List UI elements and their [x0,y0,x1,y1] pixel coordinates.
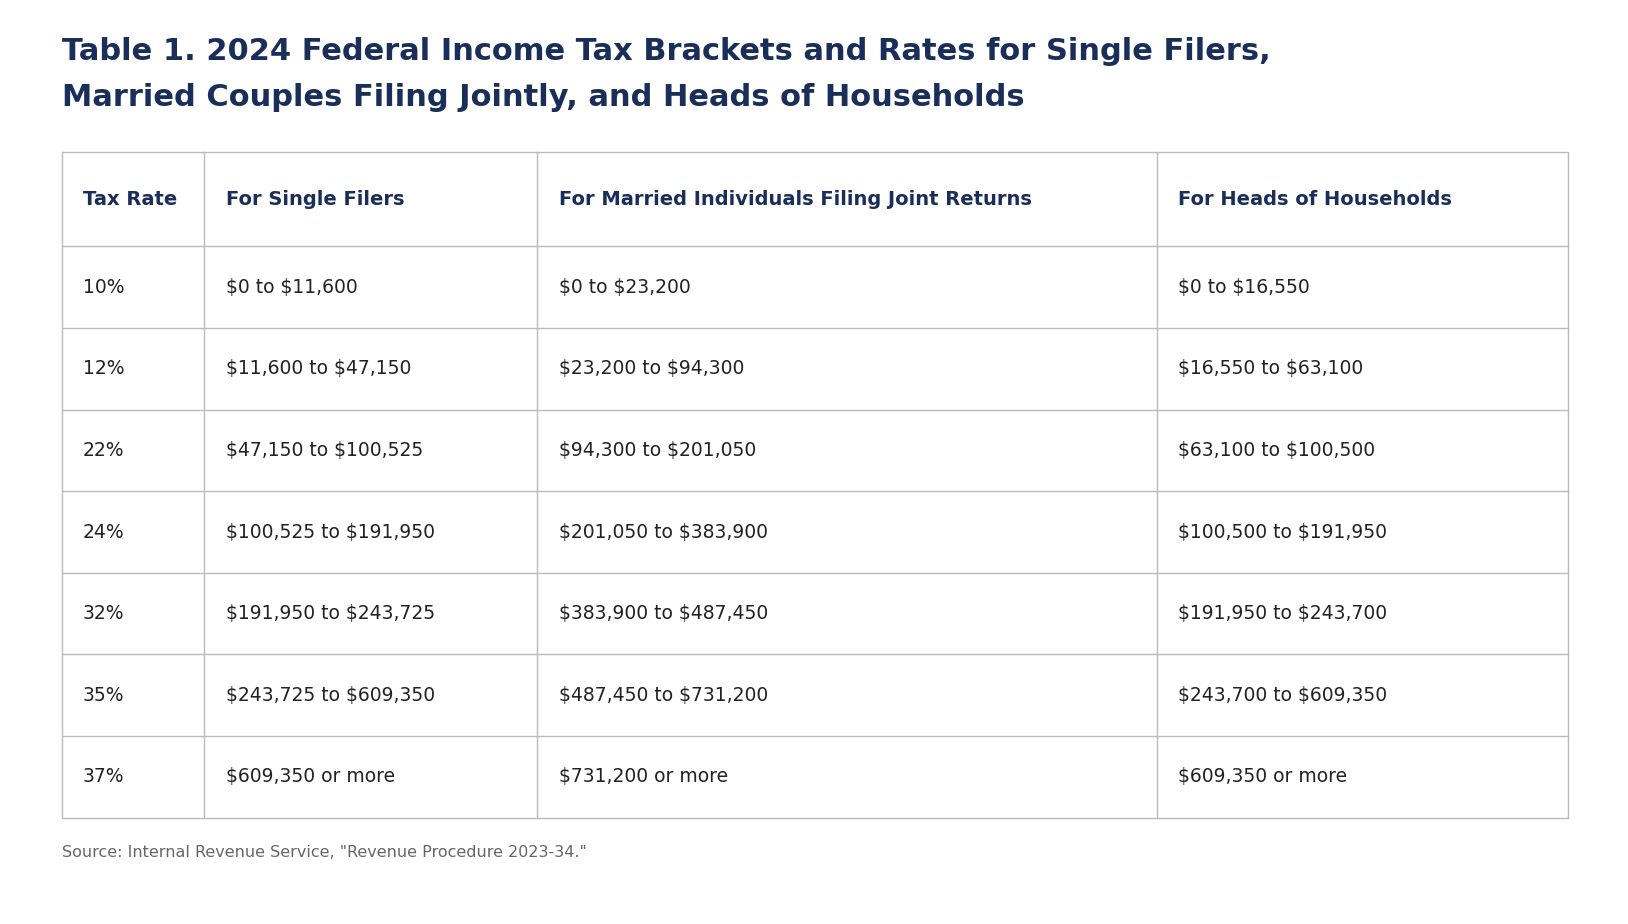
Text: 12%: 12% [83,359,124,378]
Text: \$16,550 to \$63,100: \$16,550 to \$63,100 [1179,359,1364,378]
Text: \$63,100 to \$100,500: \$63,100 to \$100,500 [1179,441,1376,460]
Text: 37%: 37% [83,768,124,786]
Text: 10%: 10% [83,277,124,297]
Text: \$100,500 to \$191,950: \$100,500 to \$191,950 [1179,523,1387,541]
Text: \$0 to \$16,550: \$0 to \$16,550 [1179,277,1311,297]
Text: 35%: 35% [83,686,124,705]
Text: \$191,950 to \$243,700: \$191,950 to \$243,700 [1179,604,1387,623]
Text: 22%: 22% [83,441,124,460]
Text: \$11,600 to \$47,150: \$11,600 to \$47,150 [226,359,410,378]
Text: \$609,350 or more: \$609,350 or more [226,768,394,786]
Text: \$0 to \$11,600: \$0 to \$11,600 [226,277,357,297]
Text: \$23,200 to \$94,300: \$23,200 to \$94,300 [558,359,744,378]
Text: \$383,900 to \$487,450: \$383,900 to \$487,450 [558,604,768,623]
Text: 32%: 32% [83,604,124,623]
Text: Source: Internal Revenue Service, "Revenue Procedure 2023-34.": Source: Internal Revenue Service, "Reven… [62,845,586,860]
Text: \$191,950 to \$243,725: \$191,950 to \$243,725 [226,604,435,623]
Text: \$609,350 or more: \$609,350 or more [1179,768,1348,786]
Text: \$94,300 to \$201,050: \$94,300 to \$201,050 [558,441,755,460]
Text: \$243,700 to \$609,350: \$243,700 to \$609,350 [1179,686,1387,705]
Text: For Married Individuals Filing Joint Returns: For Married Individuals Filing Joint Ret… [558,190,1032,209]
Text: 24%: 24% [83,523,125,541]
Text: \$47,150 to \$100,525: \$47,150 to \$100,525 [226,441,423,460]
Text: For Heads of Households: For Heads of Households [1179,190,1452,209]
Text: \$100,525 to \$191,950: \$100,525 to \$191,950 [226,523,435,541]
Text: \$201,050 to \$383,900: \$201,050 to \$383,900 [558,523,768,541]
Text: \$731,200 or more: \$731,200 or more [558,768,728,786]
Text: \$487,450 to \$731,200: \$487,450 to \$731,200 [558,686,768,705]
Text: Table 1. 2024 Federal Income Tax Brackets and Rates for Single Filers,: Table 1. 2024 Federal Income Tax Bracket… [62,37,1270,66]
Text: Tax Rate: Tax Rate [83,190,177,209]
Text: For Single Filers: For Single Filers [226,190,404,209]
Text: Married Couples Filing Jointly, and Heads of Households: Married Couples Filing Jointly, and Head… [62,83,1024,112]
Text: \$243,725 to \$609,350: \$243,725 to \$609,350 [226,686,435,705]
Text: \$0 to \$23,200: \$0 to \$23,200 [558,277,690,297]
